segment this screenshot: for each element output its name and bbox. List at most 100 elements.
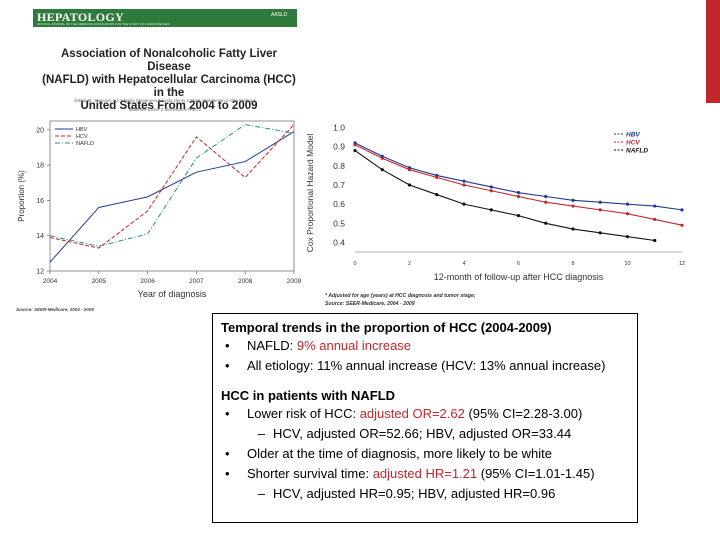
paper-title-line: United States From 2004 to 2009 [80,100,258,112]
bullet-label: Lower risk of HCC: [247,406,360,421]
hazard-line-chart: 0.4 0.5 0.6 0.7 0.8 0.9 1.0 0 2 4 6 8 10 12 12-month o… [305,123,685,282]
bullet-label: (95% CI=1.01-1.45) [477,466,595,481]
x-tick-label: 10 [624,261,630,267]
y-tick-label: 0.5 [333,218,345,228]
dash-mark: – [257,426,265,441]
subitem-label: HCV, adjusted HR=0.95; HBV, adjusted HR=… [273,486,556,501]
x-axis-label: Year of diagnosis [138,289,207,299]
data-point-nafld [380,168,384,172]
x-tick-label: 8 [571,261,574,267]
proportion-line-chart: 12 14 16 18 20 2004 2005 2006 2007 2008 2009 Year o… [17,120,302,299]
footnote-line: Source: SEER-Medicare, 2004 - 2009 [325,301,415,307]
data-point-nafld [353,148,357,153]
x-tick-label: 2004 [43,278,58,285]
x-tick-label: 2009 [287,278,302,285]
bullet-mark: • [225,358,230,373]
bullet-label: All etiology: 11% annual increase (HCV: … [247,358,606,373]
paper-title-line: Association of Nonalcoholic Fatty Liver … [61,48,277,73]
plot-frame [49,120,295,272]
summary-bullet: • All etiology: 11% annual increase (HCV:… [221,356,629,376]
summary-bullet: • Lower risk of HCC: adjusted OR=2.62 (95… [221,404,629,424]
right-chart-footnote: * Adjusted for age (years) at HCC diagno… [325,292,476,308]
x-tick-label: 12 [679,261,685,267]
y-tick-label: 0.4 [333,237,345,247]
authors-line: Zobair M. Younossi 1,2,3 Maria Stepanova… [74,98,256,103]
series-line-nafld [49,124,295,247]
bullet-label: NAFLD: [247,338,297,353]
subitem-label: HCV, adjusted OR=52.66; HBV, adjusted OR… [273,426,572,441]
legend-label: HBV [76,127,88,133]
legend-label: HCV [76,134,88,140]
legend-label: NAFLD [76,141,94,147]
bullet-mark: • [225,466,230,481]
authors-line: Madeline Erario 2 and Sharon Hunt 2 [128,107,202,112]
data-point-hcv [380,156,384,160]
left-chart-source: Source: SEER-Medicare, 2004 - 2009 [16,307,94,312]
y-tick-label: 16 [36,198,44,205]
y-tick-label: 0.9 [333,142,345,152]
y-tick-label: 0.6 [333,199,345,209]
summary-bullet: • Shorter survival time: adjusted HR=1.21… [221,464,629,484]
accent-bar [706,0,720,103]
y-tick-label: 18 [36,163,44,170]
data-point-hcv [489,189,493,193]
x-tick-label: 6 [517,261,520,267]
journal-logo: AASLD [271,12,288,18]
legend-label: HBV [626,132,640,139]
summary-bullet: • Older at the time of diagnosis, more li… [221,444,629,464]
data-point-nafld [598,231,602,235]
data-point-hbv [653,204,657,208]
y-axis-label: Proportion (%) [17,170,26,222]
data-point-hbv [516,191,521,195]
y-tick-label: 14 [36,233,44,240]
data-point-hbv [680,208,684,212]
data-point-hcv [407,168,412,172]
series-line-nafld [354,150,655,242]
y-tick-label: 0.8 [333,161,345,171]
legend-label: NAFLD [626,148,648,155]
data-point-nafld [571,227,575,231]
paper-title: Association of Nonalcoholic Fatty Liver … [38,48,300,113]
summary-bullet: • NAFLD: 9% annual increase [221,336,629,356]
y-axis-label: Cox Proportional Hazard Model [305,134,315,253]
bullet-mark: • [225,446,230,461]
y-tick-label: 12 [36,269,44,276]
data-point-nafld [544,221,548,225]
x-tick-label: 2 [408,261,411,267]
y-tick-label: 0.7 [333,180,345,190]
data-point-hbv [598,200,602,204]
y-tick-label: 20 [36,127,44,134]
data-point-hcv [571,204,575,208]
paper-authors: Zobair M. Younossi 1,2,3 Maria Stepanova… [40,96,290,114]
series-line-hcv [354,144,683,226]
data-point-hcv [353,143,357,147]
data-point-hcv [516,194,521,199]
footnote-line: * Adjusted for age (years) at HCC diagno… [325,293,476,299]
bullet-highlight: adjusted HR=1.21 [372,466,478,481]
data-point-hcv [625,212,630,216]
bullet-mark: • [225,406,230,421]
bullet-label: Older at the time of diagnosis, more lik… [247,446,552,461]
data-point-hcv [598,208,602,212]
summary-subitem: – HCV, adjusted OR=52.66; HBV, adjusted O… [221,424,629,444]
data-point-hcv [435,175,439,179]
data-point-hbv [625,202,630,206]
data-point-nafld [516,214,521,218]
x-tick-label: 2006 [140,278,155,285]
paper-title-line: (NAFLD) with Hepatocellular Carcinoma (H… [42,74,296,99]
x-axis-label: 12-month of follow-up after HCC diagnosi… [434,272,604,282]
bullet-highlight: adjusted OR=2.62 [359,406,465,421]
x-tick-label: 2005 [92,278,107,285]
journal-header: HEPATOLOGY OFFICIAL JOURNAL OF THE AMERI… [33,9,297,27]
data-point-hbv [462,179,466,183]
x-tick-label: 2008 [238,278,253,285]
bullet-label: (95% CI=2.28-3.00) [464,406,583,421]
x-tick-label: 0 [353,261,356,267]
data-point-hcv [462,183,466,187]
data-point-nafld [489,208,493,212]
data-point-nafld [407,183,412,187]
data-point-nafld [462,202,466,206]
data-point-hcv [653,217,657,222]
data-point-hbv [489,185,493,189]
summary-subitem: – HCV, adjusted HR=0.95; HBV, adjusted HR… [221,484,629,504]
